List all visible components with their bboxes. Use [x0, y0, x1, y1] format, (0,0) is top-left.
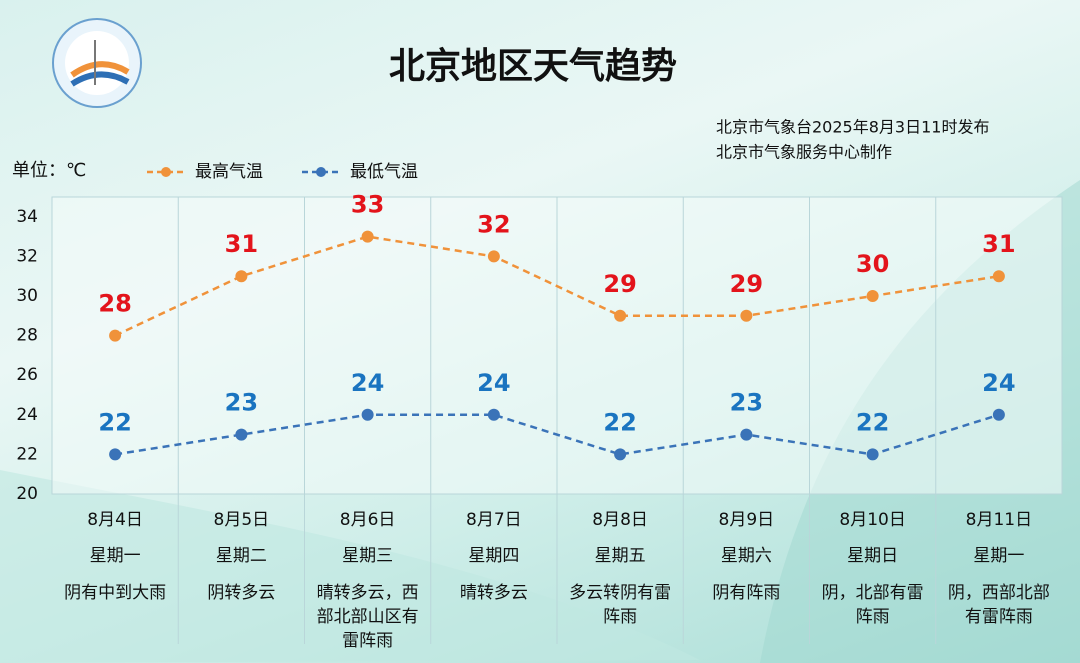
decor — [0, 470, 700, 663]
value-label: 24 — [351, 369, 384, 397]
y-tick-label: 24 — [16, 405, 38, 425]
weather-label: 多云转阴有雷阵雨 — [569, 583, 672, 627]
value-label: 33 — [351, 191, 384, 219]
y-tick-label: 20 — [16, 484, 38, 504]
point — [866, 290, 879, 302]
value-label: 31 — [225, 230, 258, 258]
weather-label: 阴，西部北部有雷阵雨 — [947, 583, 1050, 627]
y-tick-label: 34 — [16, 207, 38, 227]
y-tick-label: 22 — [16, 444, 38, 464]
point — [109, 448, 122, 461]
point — [992, 408, 1005, 421]
legend-label: 最低气温 — [350, 162, 418, 182]
weekday-label: 星期二 — [215, 546, 267, 566]
point — [487, 250, 500, 263]
series-line — [114, 235, 1000, 337]
point — [235, 270, 248, 283]
value-label: 23 — [225, 389, 258, 417]
y-tick-label: 26 — [16, 365, 38, 385]
x-tick-label: 8月8日 — [592, 510, 648, 530]
weather-label: 阴转多云 — [207, 583, 276, 603]
weekday-label: 星期六 — [720, 546, 772, 566]
point — [361, 408, 374, 421]
point — [740, 309, 753, 322]
x-tick-label: 8月7日 — [466, 510, 522, 530]
point — [235, 428, 248, 441]
value-label: 24 — [477, 369, 510, 397]
y-tick-label: 32 — [16, 246, 38, 266]
source-line: 北京市气象台2025年8月3日11时发布 — [716, 118, 989, 137]
point — [614, 448, 627, 461]
legend-marker — [161, 167, 171, 177]
weekday-label: 星期一 — [89, 546, 141, 566]
x-tick-label: 8月5日 — [213, 510, 270, 530]
chart-title: 北京地区天气趋势 — [389, 45, 677, 87]
value-label: 22 — [603, 408, 636, 436]
weather-label: 晴转多云 — [459, 583, 528, 603]
point — [866, 448, 879, 461]
y-tick-label: 28 — [16, 326, 38, 346]
weather-label: 阴有阵雨 — [712, 583, 781, 603]
value-label: 30 — [856, 250, 889, 278]
point — [361, 230, 374, 243]
point — [614, 309, 627, 322]
value-label: 28 — [98, 290, 131, 318]
weekday-label: 星期三 — [342, 546, 394, 566]
x-tick-label: 8月4日 — [87, 510, 143, 530]
legend-marker — [316, 167, 326, 177]
series-line — [114, 413, 1000, 456]
value-label: 22 — [856, 408, 889, 436]
point — [109, 329, 122, 342]
value-label: 32 — [477, 210, 510, 238]
point — [992, 270, 1005, 283]
value-label: 24 — [982, 369, 1015, 397]
point — [487, 408, 500, 421]
weekday-label: 星期日 — [847, 546, 899, 566]
x-tick-label: 8月9日 — [718, 510, 775, 530]
logo — [52, 18, 142, 108]
y-tick-label: 30 — [16, 286, 38, 306]
weather-label: 晴转多云，西部北部山区有雷阵雨 — [316, 583, 419, 651]
value-label: 29 — [730, 270, 763, 298]
point — [740, 428, 753, 441]
weather-label: 阴有中到大雨 — [64, 583, 167, 603]
value-label: 23 — [730, 389, 763, 417]
source-line: 北京市气象服务中心制作 — [716, 143, 892, 162]
value-label: 29 — [603, 270, 636, 298]
weekday-label: 星期四 — [468, 546, 520, 566]
unit-label: 单位：℃ — [12, 160, 86, 181]
value-label: 22 — [98, 408, 131, 436]
legend-label: 最高气温 — [195, 162, 263, 182]
x-tick-label: 8月6日 — [339, 510, 396, 530]
x-tick-label: 8月11日 — [965, 510, 1033, 530]
weekday-label: 星期五 — [594, 546, 646, 566]
value-label: 31 — [982, 230, 1015, 258]
weather-label: 阴，北部有雷阵雨 — [821, 583, 924, 627]
x-tick-label: 8月10日 — [839, 510, 906, 530]
weekday-label: 星期一 — [973, 546, 1025, 566]
